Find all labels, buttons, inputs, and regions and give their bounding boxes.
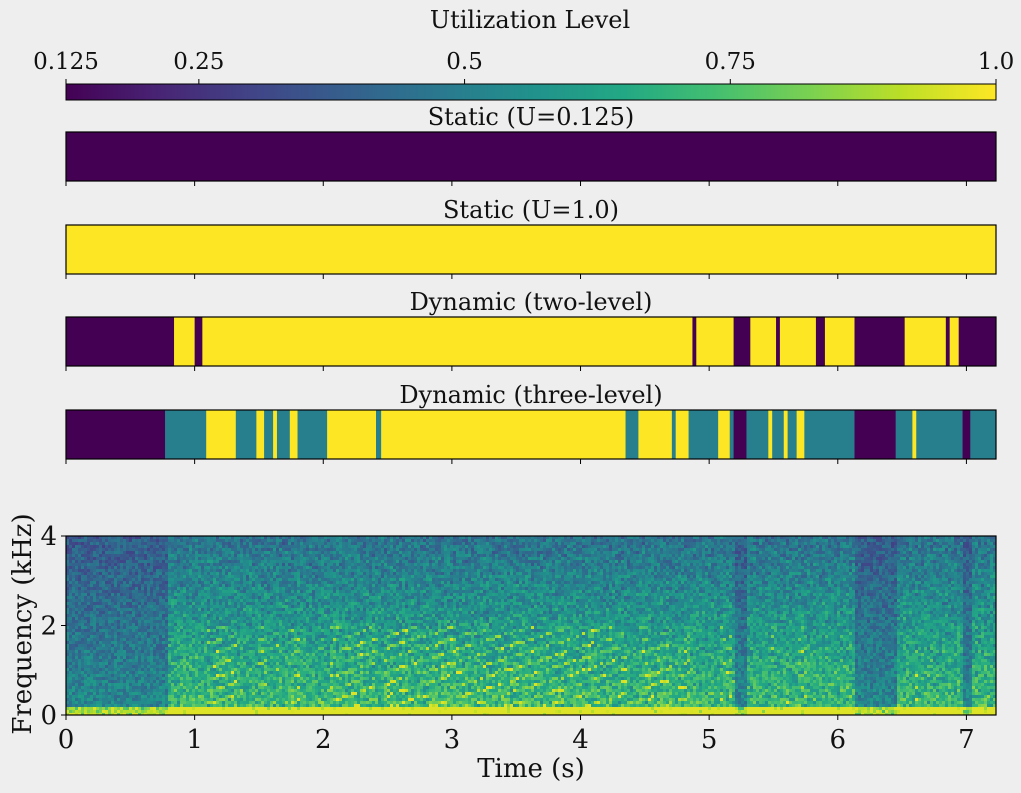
utilization-segment bbox=[692, 317, 697, 366]
utilization-segment bbox=[912, 410, 917, 459]
utilization-segment bbox=[696, 317, 734, 366]
utilization-segment bbox=[729, 410, 734, 459]
x-tick-label: 3 bbox=[444, 725, 461, 755]
x-tick-label: 1 bbox=[186, 725, 203, 755]
utilization-segment bbox=[916, 410, 963, 459]
utilization-segment bbox=[66, 317, 175, 366]
utilization-segment bbox=[206, 410, 237, 459]
utilization-segment bbox=[787, 410, 798, 459]
utilization-segment bbox=[750, 317, 777, 366]
utilization-segment bbox=[273, 410, 278, 459]
utilization-segment bbox=[854, 410, 897, 459]
utilization-segment bbox=[638, 410, 673, 459]
utilization-segment bbox=[904, 317, 947, 366]
utilization-segment bbox=[746, 410, 769, 459]
utilization-segment bbox=[381, 410, 626, 459]
x-tick-label: 4 bbox=[572, 725, 589, 755]
utilization-segment bbox=[958, 317, 997, 366]
x-axis-label: Time (s) bbox=[477, 754, 585, 784]
panel-title: Static (U=1.0) bbox=[443, 196, 619, 224]
panel-frame bbox=[65, 409, 997, 460]
panel-title: Dynamic (three-level) bbox=[399, 381, 662, 409]
utilization-segment bbox=[165, 410, 207, 459]
utilization-segment bbox=[733, 410, 747, 459]
utilization-segment bbox=[772, 410, 785, 459]
utilization-segment bbox=[768, 410, 773, 459]
utilization-segment bbox=[66, 410, 166, 459]
utilization-segment bbox=[671, 410, 677, 459]
panel-frame bbox=[65, 224, 997, 275]
x-tick-label: 5 bbox=[701, 725, 718, 755]
colorbar-tick-label: 1.0 bbox=[978, 49, 1015, 75]
utilization-segment bbox=[66, 132, 997, 181]
utilization-segment bbox=[376, 410, 382, 459]
utilization-segment bbox=[66, 225, 997, 274]
colorbar-title: Utilization Level bbox=[430, 6, 630, 34]
utilization-segment bbox=[276, 410, 291, 459]
utilization-panel: Dynamic (three-level) bbox=[65, 381, 997, 464]
y-axis-label: Frequency (kHz) bbox=[8, 513, 38, 734]
utilization-segment bbox=[776, 317, 781, 366]
utilization-segment bbox=[949, 317, 960, 366]
utilization-panel: Dynamic (two-level) bbox=[65, 288, 997, 371]
utilization-segment bbox=[733, 317, 751, 366]
y-tick-label: 2 bbox=[40, 612, 57, 642]
colorbar-tick-label: 0.25 bbox=[173, 49, 224, 75]
panel-title: Dynamic (two-level) bbox=[410, 288, 653, 316]
colorbar bbox=[65, 83, 997, 101]
utilization-segment bbox=[962, 410, 971, 459]
panel-title: Static (U=0.125) bbox=[428, 103, 635, 131]
utilization-segment bbox=[895, 410, 913, 459]
utilization-segment bbox=[297, 410, 328, 459]
utilization-segment bbox=[625, 410, 639, 459]
utilization-segment bbox=[804, 410, 855, 459]
y-tick-label: 4 bbox=[40, 522, 57, 552]
utilization-segment bbox=[327, 410, 377, 459]
utilization-segment bbox=[235, 410, 257, 459]
x-tick-label: 0 bbox=[58, 725, 75, 755]
utilization-segment bbox=[945, 317, 951, 366]
utilization-segment bbox=[779, 317, 817, 366]
y-tick-label: 0 bbox=[40, 701, 57, 731]
x-tick-label: 7 bbox=[958, 725, 975, 755]
utilization-segment bbox=[796, 410, 805, 459]
utilization-segment bbox=[194, 317, 203, 366]
utilization-panel: Static (U=1.0) bbox=[65, 196, 997, 279]
utilization-segment bbox=[815, 317, 826, 366]
colorbar-tick-label: 0.125 bbox=[33, 49, 99, 75]
colorbar-ticks: 0.125 0.25 0.5 0.75 1.0 bbox=[33, 49, 1014, 84]
colorbar-tick-label: 0.5 bbox=[446, 49, 483, 75]
utilization-segment bbox=[824, 317, 855, 366]
colorbar-tick-label: 0.75 bbox=[705, 49, 756, 75]
spectrogram bbox=[65, 535, 997, 716]
utilization-segment bbox=[174, 317, 196, 366]
utilization-segment bbox=[718, 410, 731, 459]
panel-frame bbox=[65, 316, 997, 367]
x-tick-label: 6 bbox=[830, 725, 847, 755]
utilization-segment bbox=[675, 410, 689, 459]
utilization-segment bbox=[289, 410, 298, 459]
utilization-panel: Static (U=0.125) bbox=[65, 103, 997, 186]
utilization-segment bbox=[688, 410, 719, 459]
utilization-segment bbox=[970, 410, 997, 459]
utilization-segment bbox=[854, 317, 906, 366]
panel-frame bbox=[65, 131, 997, 182]
utilization-segment bbox=[783, 410, 789, 459]
utilization-panels: Static (U=0.125) Static (U=1.0) Dynamic (t… bbox=[65, 103, 997, 464]
utilization-segment bbox=[264, 410, 274, 459]
x-tick-label: 2 bbox=[315, 725, 332, 755]
utilization-segment bbox=[256, 410, 265, 459]
utilization-segment bbox=[202, 317, 693, 366]
spectrogram-axes: 0 1 2 3 4 5 6 7 0 2 4 bbox=[40, 522, 974, 755]
